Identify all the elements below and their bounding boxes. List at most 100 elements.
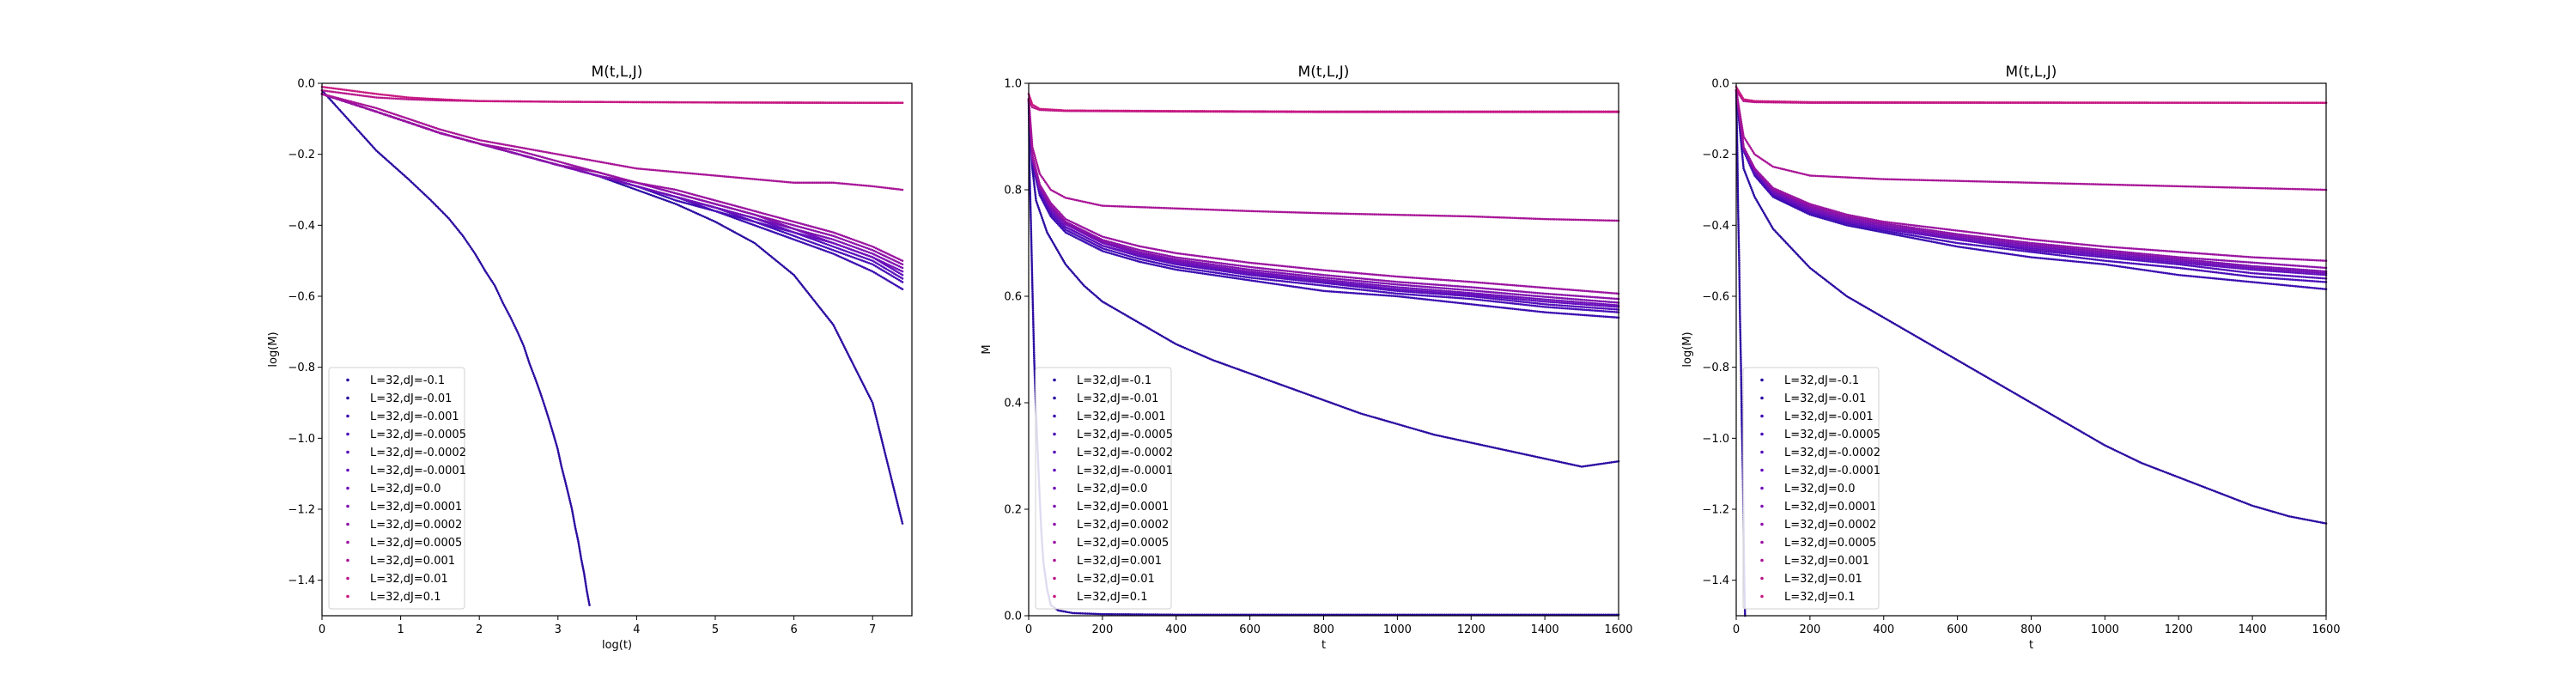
data-point xyxy=(1032,345,1036,349)
data-point xyxy=(621,183,624,186)
data-point xyxy=(514,326,517,330)
data-point xyxy=(486,273,489,277)
data-point xyxy=(696,212,700,216)
data-point xyxy=(681,205,684,209)
data-point xyxy=(732,216,735,219)
data-point xyxy=(730,229,733,232)
data-point xyxy=(541,398,544,401)
data-point xyxy=(542,150,544,153)
data-point xyxy=(472,251,476,253)
data-point xyxy=(873,410,877,413)
data-point xyxy=(582,570,586,573)
data-point xyxy=(558,153,562,156)
data-point xyxy=(560,164,563,167)
data-point xyxy=(373,95,376,99)
data-point xyxy=(682,201,684,204)
data-point xyxy=(583,577,586,580)
data-point xyxy=(534,149,537,152)
data-point xyxy=(901,520,903,523)
data-point xyxy=(890,474,892,477)
data-point xyxy=(326,86,329,89)
data-point xyxy=(895,498,898,502)
data-point xyxy=(672,188,676,191)
legend-label: L=32,dJ=-0.1 xyxy=(370,374,445,387)
data-point xyxy=(592,159,595,162)
data-point xyxy=(523,147,526,149)
data-point xyxy=(1031,307,1035,310)
data-point xyxy=(557,453,561,456)
data-point xyxy=(740,234,743,238)
data-point xyxy=(857,374,860,377)
data-point xyxy=(748,222,750,225)
data-point xyxy=(515,328,518,331)
data-point xyxy=(692,204,696,207)
data-point xyxy=(574,524,576,526)
data-point xyxy=(579,550,581,553)
data-point xyxy=(526,355,529,358)
data-point xyxy=(331,87,335,90)
data-point xyxy=(707,217,710,220)
data-point xyxy=(849,260,852,263)
data-point xyxy=(495,288,498,291)
data-point xyxy=(878,430,881,434)
data-point xyxy=(896,503,900,507)
data-point xyxy=(877,425,880,428)
x-tick-label: 1 xyxy=(397,623,404,636)
data-point xyxy=(339,91,343,94)
data-point xyxy=(642,191,646,194)
data-point xyxy=(886,461,889,465)
data-point xyxy=(580,559,583,562)
data-point xyxy=(901,266,904,270)
legend-label: L=32,dJ=-0.0001 xyxy=(370,465,466,477)
data-point xyxy=(547,416,550,418)
data-point xyxy=(848,354,850,356)
data-point xyxy=(458,230,461,233)
legend: L=32,dJ=-0.1L=32,dJ=-0.01L=32,dJ=-0.001L… xyxy=(328,367,466,610)
data-point xyxy=(898,509,901,512)
data-point xyxy=(587,599,590,601)
data-point xyxy=(586,597,590,599)
data-point xyxy=(698,213,702,216)
data-point xyxy=(1032,328,1035,331)
data-point xyxy=(862,384,866,387)
data-point xyxy=(639,190,641,192)
data-point xyxy=(339,88,343,91)
data-point xyxy=(834,326,836,330)
data-point xyxy=(534,378,538,381)
data-point xyxy=(360,94,363,97)
data-point xyxy=(542,401,545,404)
data-point xyxy=(432,202,435,204)
data-point xyxy=(671,198,674,201)
data-point xyxy=(571,155,574,159)
data-point xyxy=(714,220,717,223)
data-point xyxy=(390,94,393,97)
data-point xyxy=(842,257,845,260)
data-point xyxy=(881,441,884,445)
data-point xyxy=(648,184,651,186)
data-point xyxy=(824,250,828,252)
data-point xyxy=(562,476,566,479)
data-point xyxy=(513,149,516,152)
data-point xyxy=(575,156,578,159)
legend-marker xyxy=(346,576,349,581)
y-axis-label: log(M) xyxy=(267,331,280,367)
data-point xyxy=(743,220,745,223)
data-point xyxy=(485,271,488,275)
data-point xyxy=(631,167,635,169)
data-point xyxy=(562,474,565,477)
data-point xyxy=(427,197,429,199)
data-point xyxy=(452,222,455,226)
data-point xyxy=(1030,284,1034,287)
data-point xyxy=(886,279,889,282)
data-point xyxy=(547,417,550,420)
data-point xyxy=(493,284,496,287)
data-point xyxy=(690,210,693,212)
data-point xyxy=(626,165,629,168)
data-point xyxy=(884,456,888,459)
data-point xyxy=(343,88,346,91)
data-point xyxy=(683,201,686,204)
data-point xyxy=(558,458,562,461)
data-point xyxy=(495,142,498,144)
data-point xyxy=(509,316,512,319)
data-point xyxy=(900,518,903,521)
